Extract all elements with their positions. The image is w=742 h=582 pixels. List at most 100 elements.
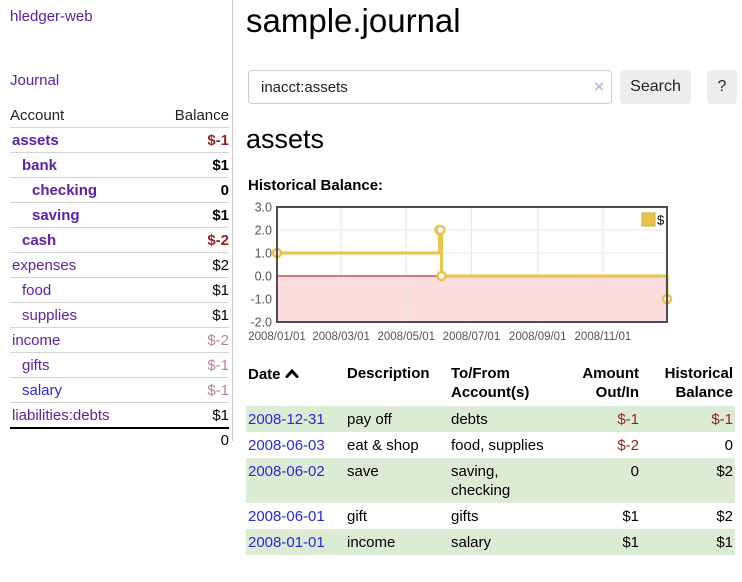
sidebar-item-journal[interactable]: Journal — [10, 72, 60, 89]
transaction-date-link[interactable]: 2008-06-02 — [248, 463, 325, 480]
account-link-gifts[interactable]: gifts — [22, 356, 50, 374]
sidebar-accounts-table: Account Balance assets $-1 bank $1 check… — [10, 103, 229, 452]
svg-text:$: $ — [657, 213, 665, 228]
svg-text:1.0: 1.0 — [255, 247, 272, 261]
transaction-date-link[interactable]: 2008-06-03 — [248, 437, 325, 454]
accounts-header-row: Account Balance — [10, 103, 229, 127]
account-link-salary[interactable]: salary — [22, 381, 63, 399]
account-row: checking 0 — [10, 177, 229, 202]
account-row: food $1 — [10, 277, 229, 302]
account-balance: $1 — [212, 306, 229, 324]
transaction-balance: $2 — [716, 508, 733, 525]
account-row: bank $1 — [10, 152, 229, 177]
account-row: supplies $1 — [10, 302, 229, 327]
account-link-bank[interactable]: bank — [22, 156, 58, 174]
register-col-balance: Historical Balance — [664, 365, 733, 401]
sidebar-divider — [232, 0, 233, 441]
register-table: Date Description To/From Account(s) Amou… — [246, 362, 735, 555]
transaction-date-link[interactable]: 2008-01-01 — [248, 534, 325, 551]
account-link-cash[interactable]: cash — [22, 231, 57, 249]
accounts-total-value: 0 — [220, 432, 229, 449]
page-title: sample.journal — [246, 2, 461, 39]
transaction-accounts: gifts — [451, 508, 479, 525]
register-col-date[interactable]: Date — [246, 362, 345, 388]
transaction-balance: $2 — [716, 463, 733, 480]
transaction-balance: $1 — [716, 534, 733, 551]
accounts-col-account: Account — [10, 106, 65, 124]
account-link-supplies[interactable]: supplies — [22, 306, 78, 324]
register-row: 2008-01-01 income salary $1 $1 — [246, 529, 735, 555]
account-link-income[interactable]: income — [12, 331, 61, 349]
help-button[interactable]: ? — [707, 70, 737, 104]
account-row: expenses $2 — [10, 252, 229, 277]
svg-text:2008/05/01: 2008/05/01 — [378, 331, 436, 343]
account-balance: $-1 — [207, 131, 229, 149]
register-row: 2008-06-02 save saving, checking 0 $2 — [246, 458, 735, 503]
account-link-food[interactable]: food — [22, 281, 52, 299]
register-header-row: Date Description To/From Account(s) Amou… — [246, 362, 735, 406]
account-balance: $-1 — [207, 356, 229, 374]
account-row: saving $1 — [10, 202, 229, 227]
svg-text:3.0: 3.0 — [255, 201, 272, 215]
account-balance: $-1 — [207, 381, 229, 399]
svg-text:0.0: 0.0 — [255, 270, 272, 284]
account-balance: $-2 — [207, 231, 229, 249]
clear-search-icon[interactable]: × — [594, 77, 604, 96]
transaction-amount: $1 — [622, 534, 639, 551]
register-col-date-label: Date — [248, 366, 281, 383]
svg-text:-1.0: -1.0 — [250, 293, 272, 307]
account-balance: $1 — [212, 206, 229, 224]
register-col-account: To/From Account(s) — [451, 365, 530, 401]
transaction-amount: $1 — [622, 508, 639, 525]
chart-title: Historical Balance: — [248, 177, 384, 194]
account-balance: 0 — [220, 181, 229, 199]
account-balance: $2 — [212, 256, 229, 274]
search-button[interactable]: Search — [620, 70, 691, 104]
account-row: assets $-1 — [10, 127, 229, 152]
transaction-amount: 0 — [630, 463, 639, 480]
transaction-description: income — [347, 534, 396, 551]
sort-ascending-icon — [285, 364, 299, 383]
account-row: gifts $-1 — [10, 352, 229, 377]
accounts-col-balance: Balance — [174, 106, 229, 124]
transaction-description: eat & shop — [347, 437, 419, 454]
account-row: salary $-1 — [10, 377, 229, 402]
account-balance: $1 — [212, 156, 229, 174]
transaction-balance: 0 — [724, 437, 733, 454]
account-link-expenses[interactable]: expenses — [12, 256, 77, 274]
accounts-total-row: 0 — [10, 427, 229, 452]
register-row: 2008-06-01 gift gifts $1 $2 — [246, 503, 735, 529]
transaction-date-link[interactable]: 2008-12-31 — [248, 411, 325, 428]
register-row: 2008-12-31 pay off debts $-1 $-1 — [246, 406, 735, 432]
account-link-saving[interactable]: saving — [32, 206, 80, 224]
account-heading: assets — [246, 124, 325, 154]
transaction-amount: $-2 — [617, 437, 639, 454]
register-col-description: Description — [347, 365, 430, 382]
account-balance: $-2 — [207, 331, 229, 349]
svg-text:2008/07/01: 2008/07/01 — [443, 331, 501, 343]
transaction-accounts: salary — [451, 534, 492, 551]
historical-balance-chart: 3.0 2.0 1.0 0.0 -1.0 -2.0 2008/01/01 2008/03/01… — [248, 201, 678, 353]
transaction-amount: $-1 — [617, 411, 639, 428]
svg-text:-2.0: -2.0 — [250, 316, 272, 330]
svg-text:2008/01/01: 2008/01/01 — [248, 331, 306, 343]
transaction-description: gift — [347, 508, 368, 525]
transaction-accounts: food, supplies — [451, 437, 544, 454]
transaction-description: pay off — [347, 411, 392, 428]
svg-text:2.0: 2.0 — [255, 224, 272, 238]
register-row: 2008-06-03 eat & shop food, supplies $-2… — [246, 432, 735, 458]
search-input[interactable] — [248, 70, 612, 104]
account-row: liabilities:debts $1 — [10, 402, 229, 427]
app-brand-link[interactable]: hledger-web — [10, 8, 93, 25]
transaction-date-link[interactable]: 2008-06-01 — [248, 508, 325, 525]
transaction-description: save — [347, 463, 379, 480]
account-link-checking[interactable]: checking — [32, 181, 98, 199]
svg-text:2008/11/01: 2008/11/01 — [575, 331, 632, 343]
account-link-assets[interactable]: assets — [12, 131, 59, 149]
transaction-accounts: debts — [451, 411, 488, 428]
account-balance: $1 — [212, 406, 229, 424]
svg-text:2008/03/01: 2008/03/01 — [312, 331, 370, 343]
account-link-liabilities-debts[interactable]: liabilities:debts — [12, 406, 110, 424]
account-row: cash $-2 — [10, 227, 229, 252]
